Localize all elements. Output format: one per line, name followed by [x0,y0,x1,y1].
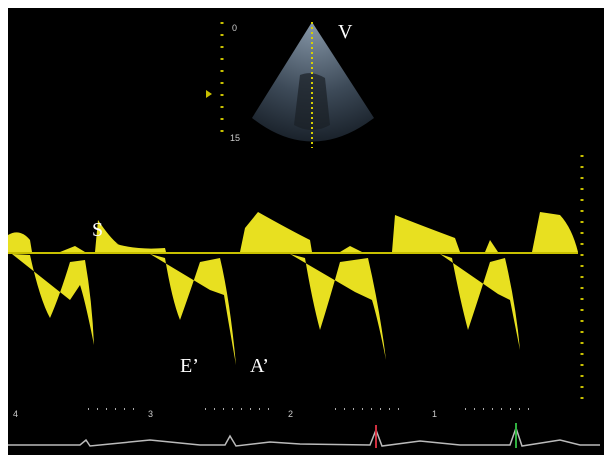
focus-marker [206,90,212,98]
time-label: 2 [288,409,293,419]
time-label: 3 [148,409,153,419]
time-label: 4 [13,409,18,419]
view-label: V [338,21,353,43]
depth-top: 0 [232,23,237,33]
e-wave-label: E’ [180,355,199,377]
ecg-trace [8,425,600,447]
doppler-trace [8,212,578,365]
depth-bottom: 15 [230,133,240,143]
chamber [294,73,330,130]
time-label: 1 [432,409,437,419]
a-wave-label: A’ [250,355,269,377]
s-wave-label: S [92,219,103,241]
